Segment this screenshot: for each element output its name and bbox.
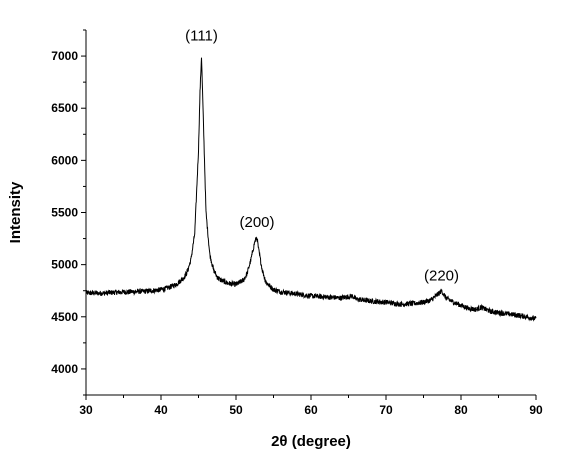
y-tick-label: 6000 xyxy=(51,153,78,167)
y-axis-title: Intensity xyxy=(7,181,24,243)
x-tick-label: 90 xyxy=(529,403,543,417)
y-tick-label: 4500 xyxy=(51,310,78,324)
plot-frame xyxy=(85,30,536,396)
x-tick-label: 50 xyxy=(229,403,243,417)
xrd-pattern-line xyxy=(85,57,537,322)
x-tick-label: 30 xyxy=(79,403,93,417)
y-tick-label: 4000 xyxy=(51,362,78,376)
x-ticks: 30 40 50 60 70 80 90 xyxy=(79,395,543,417)
peak-label: (111) xyxy=(185,27,218,44)
peak-label: (220) xyxy=(424,267,459,284)
y-tick-label: 7000 xyxy=(51,49,78,63)
x-tick-label: 70 xyxy=(379,403,393,417)
y-tick-label: 6500 xyxy=(51,101,78,115)
x-axis-title: 2θ (degree) xyxy=(271,433,351,450)
y-tick-label: 5000 xyxy=(51,258,78,272)
x-tick-label: 80 xyxy=(454,403,468,417)
x-tick-label: 60 xyxy=(304,403,318,417)
x-tick-label: 40 xyxy=(154,403,168,417)
y-tick-label: 5500 xyxy=(51,206,78,220)
peak-labels: (111) (200) (220) xyxy=(185,27,459,284)
peak-label: (200) xyxy=(239,214,274,231)
y-ticks: 4000 4500 5000 5500 6000 6500 7000 xyxy=(51,29,86,396)
